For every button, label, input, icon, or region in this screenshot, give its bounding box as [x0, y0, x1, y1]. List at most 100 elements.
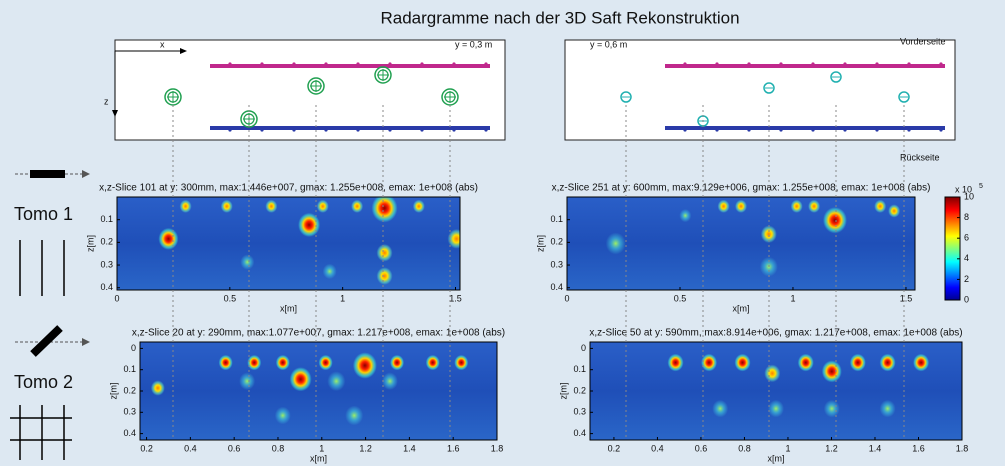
antenna-dot: [356, 128, 359, 131]
heatmap-blob: [317, 200, 329, 213]
x-tick-label: 1: [319, 443, 324, 453]
antenna-dot: [388, 62, 391, 65]
heatmap: [117, 194, 466, 290]
y-tick-label: 0: [581, 343, 586, 353]
heatmap-image: [140, 342, 497, 440]
y-label: y = 0,6 m: [590, 39, 627, 49]
heatmap-blob: [382, 372, 398, 390]
heatmap-blob: [413, 200, 425, 213]
heatmap-blob: [390, 355, 404, 370]
heatmap-blob: [265, 200, 277, 213]
y-tick-label: 0.3: [100, 259, 113, 269]
x-tick-label: 1.4: [403, 443, 416, 453]
heatmap-image: [117, 194, 466, 290]
heatmap-blob: [377, 267, 393, 285]
heatmap-blob: [913, 354, 929, 372]
heatmap-blob: [880, 354, 896, 372]
heatmap-blob: [345, 406, 363, 426]
x-tick-label: 1.8: [491, 443, 504, 453]
heatmap-blob: [247, 355, 261, 370]
antenna-dot: [324, 128, 327, 131]
colorbar-exponent: 5: [979, 183, 983, 190]
heatmap-blob: [351, 200, 363, 213]
antenna-dot: [683, 128, 686, 131]
x-tick-label: 1.8: [956, 443, 969, 453]
x-tick-label: 1.5: [900, 293, 913, 303]
arrowhead: [82, 338, 90, 346]
panel-title: x,z-Slice 101 at y: 300mm, max:1.446e+00…: [99, 183, 478, 194]
heatmap-blob: [850, 354, 866, 372]
antenna-dot: [260, 62, 263, 65]
heatmap: [590, 342, 962, 440]
antenna-dot: [324, 62, 327, 65]
y-tick-label: 0.1: [550, 214, 563, 224]
title: Radargramme nach der 3D Saft Rekonstrukt…: [380, 8, 739, 27]
colorbar-scale: x 10: [955, 184, 972, 194]
antenna-dot: [939, 62, 942, 65]
y-tick-label: 0.4: [550, 282, 563, 292]
antenna-dot: [452, 62, 455, 65]
antenna-dot: [356, 62, 359, 65]
x-tick-label: 0.2: [608, 443, 621, 453]
y-tick-label: 0.4: [573, 428, 586, 438]
x-tick-label: 1.6: [447, 443, 460, 453]
icon-antenna: [30, 170, 65, 178]
antenna-dot: [843, 62, 846, 65]
x-tick-label: 0.8: [738, 443, 751, 453]
x-tick-label: 0.4: [651, 443, 664, 453]
x-tick-label: 1.2: [359, 443, 372, 453]
heatmap-bg: [590, 342, 962, 440]
y-tick-label: 0.1: [100, 214, 113, 224]
heatmap-blob: [824, 400, 840, 418]
heatmap-image: [567, 197, 915, 290]
antenna-dot: [484, 62, 487, 65]
y-tick-label: 0.4: [100, 282, 113, 292]
icon-antenna: [33, 328, 60, 354]
x-tick-label: 0.6: [228, 443, 241, 453]
antenna-dot: [939, 128, 942, 131]
y-tick-label: 0.4: [123, 428, 136, 438]
heatmap-blob: [880, 400, 896, 418]
colorbar-tick-label: 6: [964, 233, 969, 243]
x-tick-label: 1.2: [825, 443, 838, 453]
heatmap-blob: [372, 194, 398, 223]
heatmap-blob: [323, 264, 337, 279]
x-axis-label: x[m]: [280, 303, 297, 313]
antenna-dot: [683, 62, 686, 65]
y-tick-label: 0.1: [573, 364, 586, 374]
x-tick-label: 0.6: [695, 443, 708, 453]
heatmap-bg: [140, 342, 497, 440]
heatmap-blob: [735, 200, 747, 213]
y-tick-label: 0.3: [573, 407, 586, 417]
antenna-dot: [452, 128, 455, 131]
heatmap-image: [590, 342, 962, 440]
x-tick-label: 1: [340, 293, 345, 303]
y-axis-label: z[m]: [85, 235, 95, 252]
panel-title: x,z-Slice 20 at y: 290mm, max:1.077e+007…: [132, 328, 505, 339]
x-tick-label: 0: [564, 293, 569, 303]
y-label: y = 0,3 m: [455, 39, 492, 49]
x-axis-label: x[m]: [768, 453, 785, 463]
heatmap-blob: [764, 365, 780, 383]
heatmap: [140, 342, 497, 440]
z-label: z: [104, 96, 109, 106]
heatmap-blob: [718, 200, 730, 213]
icon-grid: [20, 240, 64, 296]
antenna-dot: [811, 62, 814, 65]
antenna-dot: [747, 62, 750, 65]
x-tick-label: 1: [790, 293, 795, 303]
front-label: Vorderseite: [900, 36, 946, 46]
antenna-dot: [747, 128, 750, 131]
heatmap-blob: [791, 200, 803, 213]
antenna-dot: [388, 128, 391, 131]
colorbar-tick-label: 4: [964, 253, 969, 263]
heatmap-blob: [327, 371, 345, 391]
heatmap-blob: [712, 400, 728, 418]
y-tick-label: 0: [131, 343, 136, 353]
panel-title: x,z-Slice 251 at y: 600mm, max:9.129e+00…: [552, 183, 931, 194]
colorbar-tick-label: 2: [964, 274, 969, 284]
y-tick-label: 0.2: [573, 385, 586, 395]
colorbar-tick-label: 0: [964, 294, 969, 304]
antenna-dot: [420, 128, 423, 131]
antenna-dot: [484, 128, 487, 131]
